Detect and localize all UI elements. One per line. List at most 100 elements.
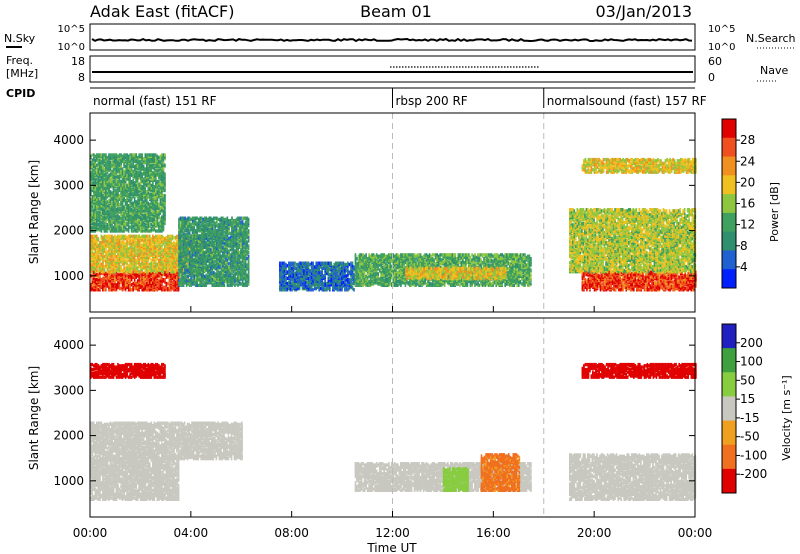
data-cell [164, 244, 166, 249]
data-cell [155, 168, 157, 172]
data-cell [109, 190, 112, 194]
data-cell [111, 215, 113, 219]
data-cell [155, 234, 157, 238]
data-cell [153, 249, 156, 254]
data-cell [90, 181, 92, 185]
data-cell [100, 197, 103, 202]
data-cell [123, 185, 125, 189]
data-cell [141, 153, 143, 157]
data-cell [124, 198, 127, 203]
data-cell [94, 221, 97, 226]
data-cell [133, 206, 136, 210]
data-cell [136, 239, 139, 243]
data-cell [146, 207, 148, 212]
data-cell [99, 178, 101, 183]
data-cell [105, 271, 107, 276]
data-cell [194, 216, 197, 220]
data-cell [100, 179, 103, 184]
data-cell [171, 286, 174, 291]
data-cell [130, 164, 133, 169]
data-cell [96, 215, 98, 219]
data-cell [97, 288, 100, 292]
data-cell [118, 153, 121, 157]
data-cell [102, 223, 104, 227]
data-cell [165, 275, 168, 279]
data-cell [147, 186, 150, 190]
data-cell [197, 234, 200, 238]
data-cell [188, 235, 191, 239]
data-cell [141, 162, 143, 166]
data-cell [159, 219, 162, 223]
data-cell [94, 224, 97, 228]
data-cell [138, 252, 140, 256]
data-cell [130, 219, 133, 223]
data-cell [146, 234, 148, 238]
data-cell [94, 191, 97, 195]
data-cell [100, 187, 103, 191]
data-cell [136, 198, 139, 203]
data-cell [202, 217, 204, 222]
data-cell [176, 249, 178, 254]
data-cell [130, 288, 133, 292]
data-cell [127, 224, 130, 228]
data-cell [184, 278, 186, 282]
data-cell [126, 266, 128, 270]
data-cell [155, 259, 157, 264]
data-cell [112, 246, 115, 250]
data-cell [130, 201, 133, 205]
data-cell [111, 237, 113, 241]
data-cell [90, 192, 92, 196]
data-cell [147, 285, 150, 289]
data-cell [147, 201, 150, 205]
data-cell [139, 243, 142, 247]
data-cell [100, 159, 103, 164]
data-cell [133, 249, 136, 254]
data-cell [171, 234, 174, 238]
data-cell [159, 211, 162, 215]
data-cell [129, 270, 131, 274]
data-cell [141, 252, 143, 256]
data-cell [153, 200, 156, 204]
data-cell [105, 210, 107, 214]
data-cell [133, 212, 136, 217]
data-cell [150, 258, 153, 262]
data-cell [139, 272, 142, 277]
data-cell [115, 210, 118, 214]
data-cell [155, 187, 157, 191]
data-cell [162, 209, 165, 213]
data-cell [112, 185, 115, 189]
data-cell [112, 261, 115, 265]
data-cell [187, 248, 189, 252]
data-cell [146, 153, 148, 157]
data-cell [114, 212, 116, 217]
data-cell [109, 243, 112, 247]
data-cell [115, 153, 118, 157]
data-cell [103, 258, 106, 262]
data-cell [159, 188, 162, 193]
data-cell [130, 258, 133, 262]
data-cell [159, 181, 162, 185]
data-cell [103, 221, 106, 226]
data-cell [124, 169, 127, 174]
data-cell [130, 167, 133, 171]
data-cell [182, 243, 185, 247]
data-cell [164, 240, 166, 245]
data-cell [123, 219, 125, 223]
data-cell [158, 258, 160, 262]
data-cell [91, 257, 94, 261]
data-cell [109, 172, 112, 176]
data-cell [93, 164, 95, 169]
data-cell [109, 163, 112, 167]
data-cell [126, 221, 128, 226]
data-cell [139, 225, 142, 229]
data-cell [165, 265, 168, 269]
data-cell [91, 239, 94, 243]
data-cell [108, 162, 110, 166]
data-cell [142, 204, 145, 208]
data-cell [114, 221, 116, 226]
data-cell [130, 229, 133, 233]
data-cell [117, 243, 119, 247]
data-cell [144, 223, 147, 227]
data-cell [114, 188, 116, 193]
data-cell [179, 222, 182, 227]
